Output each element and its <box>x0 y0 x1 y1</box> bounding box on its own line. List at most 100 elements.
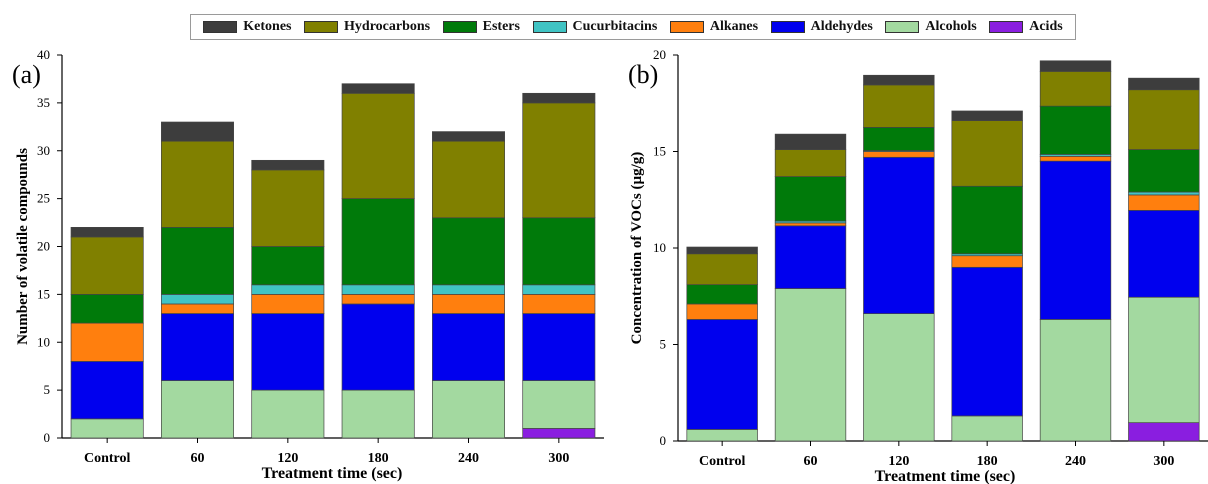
bar-segment-alcohols <box>432 380 505 439</box>
bar-segment-aldehydes <box>1039 160 1112 320</box>
bar-segment-aldehydes <box>774 225 847 289</box>
panel-label: (a) <box>12 60 41 89</box>
bar-segment-esters <box>251 246 325 286</box>
bar-segment-ketones <box>432 131 505 142</box>
y-tick-label: 25 <box>37 191 50 206</box>
legend-swatch <box>669 21 704 33</box>
bar-segment-alkanes <box>522 294 596 314</box>
bar-segment-alkanes <box>1039 155 1112 162</box>
bar-segment-hydrocarbons <box>522 102 596 219</box>
legend-label: Hydrocarbons <box>344 19 431 34</box>
y-tick-label: 35 <box>37 95 50 110</box>
bar-segment-hydrocarbons <box>341 92 415 199</box>
bar-segment-alkanes <box>1128 194 1200 211</box>
y-tick-label: 20 <box>37 239 50 254</box>
bar-segment-alcohols <box>251 389 325 439</box>
bar-segment-aldehydes <box>863 156 935 314</box>
bar-segment-esters <box>1039 105 1112 155</box>
bar-segment-aldehydes <box>522 313 596 381</box>
bar-segment-aldehydes <box>161 313 234 381</box>
legend-label: Alkanes <box>709 19 759 34</box>
bar-segment-aldehydes <box>1128 210 1200 298</box>
bar-segment-alkanes <box>161 303 234 314</box>
bar-segment-esters <box>774 176 847 222</box>
bar-segment-aldehydes <box>341 303 415 391</box>
bar-segment-alcohols <box>161 380 234 439</box>
bar-segment-cucurbitacins <box>251 284 325 295</box>
bar-segment-esters <box>70 294 144 324</box>
legend-swatch <box>532 21 567 33</box>
bar-segment-esters <box>522 217 596 286</box>
legend-label: Cucurbitacins <box>572 19 658 34</box>
bar-segment-hydrocarbons <box>951 120 1023 187</box>
bar-segment-ketones <box>522 92 596 104</box>
bar-segment-alkanes <box>686 303 758 320</box>
bar-segment-alkanes <box>251 294 325 314</box>
x-tick-label: Control <box>699 454 746 469</box>
bar-segment-hydrocarbons <box>70 236 144 295</box>
legend-label: Alcohols <box>925 19 977 34</box>
y-tick-label: 10 <box>37 334 50 349</box>
y-tick-label: 5 <box>44 382 51 397</box>
bar-segment-hydrocarbons <box>863 84 935 128</box>
x-tick-label: 60 <box>804 454 818 469</box>
bar-segment-alkanes <box>863 151 935 158</box>
legend-item-aldehydes: Aldehydes <box>770 19 873 35</box>
x-tick-label: 120 <box>277 451 298 466</box>
y-axis-title: Concentration of VOCs (µg/g) <box>629 152 645 345</box>
bar-segment-esters <box>432 217 505 286</box>
legend-swatch <box>442 21 477 33</box>
bar-segment-ketones <box>951 110 1023 121</box>
bar-segment-alkanes <box>432 294 505 314</box>
legend-item-alcohols: Alcohols <box>885 19 977 35</box>
bar-segment-hydrocarbons <box>251 169 325 247</box>
bar-segment-hydrocarbons <box>161 140 234 228</box>
x-axis-title: Treatment time (sec) <box>262 465 403 482</box>
bar-segment-ketones <box>1039 60 1112 72</box>
bar-segment-alcohols <box>863 313 935 442</box>
x-tick-label: 60 <box>191 451 205 466</box>
legend-item-esters: Esters <box>442 19 520 35</box>
y-axis-title: Number of volatile compounds <box>15 148 31 345</box>
bar-segment-esters <box>341 198 415 286</box>
bar-segment-alkanes <box>774 222 847 227</box>
legend-label: Acids <box>1029 19 1063 34</box>
y-tick-label: 15 <box>653 144 666 159</box>
y-tick-label: 0 <box>660 433 667 448</box>
bar-segment-ketones <box>863 74 935 86</box>
legend-swatch <box>885 21 920 33</box>
y-tick-label: 0 <box>44 430 51 445</box>
x-tick-label: 120 <box>888 454 909 469</box>
bar-segment-hydrocarbons <box>774 149 847 177</box>
bar-segment-hydrocarbons <box>1128 89 1200 150</box>
x-tick-label: 240 <box>458 451 479 466</box>
x-axis-title: Treatment time (sec) <box>875 468 1016 484</box>
y-tick-label: 5 <box>660 337 667 352</box>
legend-item-hydrocarbons: Hydrocarbons <box>304 19 430 35</box>
legend-label: Ketones <box>243 19 292 34</box>
bar-segment-alkanes <box>951 255 1023 268</box>
y-tick-label: 20 <box>653 47 666 62</box>
bar-segment-esters <box>951 185 1023 255</box>
bar-segment-esters <box>1128 149 1200 193</box>
bar-segment-cucurbitacins <box>522 284 596 295</box>
bar-segment-alcohols <box>1128 296 1200 424</box>
legend-swatch <box>304 21 339 33</box>
bar-segment-ketones <box>70 227 144 238</box>
bar-segment-aldehydes <box>70 361 144 420</box>
y-tick-label: 30 <box>37 143 50 158</box>
bar-segment-ketones <box>774 133 847 150</box>
bar-segment-hydrocarbons <box>686 253 758 286</box>
bar-segment-ketones <box>341 83 415 94</box>
bar-segment-alcohols <box>522 380 596 429</box>
bar-segment-cucurbitacins <box>341 284 415 295</box>
bar-segment-ketones <box>251 159 325 171</box>
legend-label: Aldehydes <box>810 19 873 34</box>
x-tick-label: Control <box>84 451 131 466</box>
bar-segment-cucurbitacins <box>432 284 505 295</box>
x-tick-label: 300 <box>548 451 569 466</box>
bar-segment-alcohols <box>70 418 144 439</box>
x-tick-label: 300 <box>1153 454 1174 469</box>
bar-segment-alkanes <box>341 294 415 305</box>
bar-segment-aldehydes <box>432 313 505 381</box>
